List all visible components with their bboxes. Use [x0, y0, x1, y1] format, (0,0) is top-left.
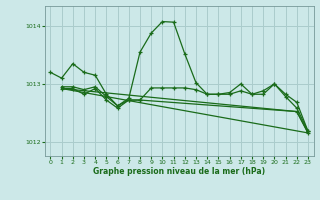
X-axis label: Graphe pression niveau de la mer (hPa): Graphe pression niveau de la mer (hPa): [93, 167, 265, 176]
